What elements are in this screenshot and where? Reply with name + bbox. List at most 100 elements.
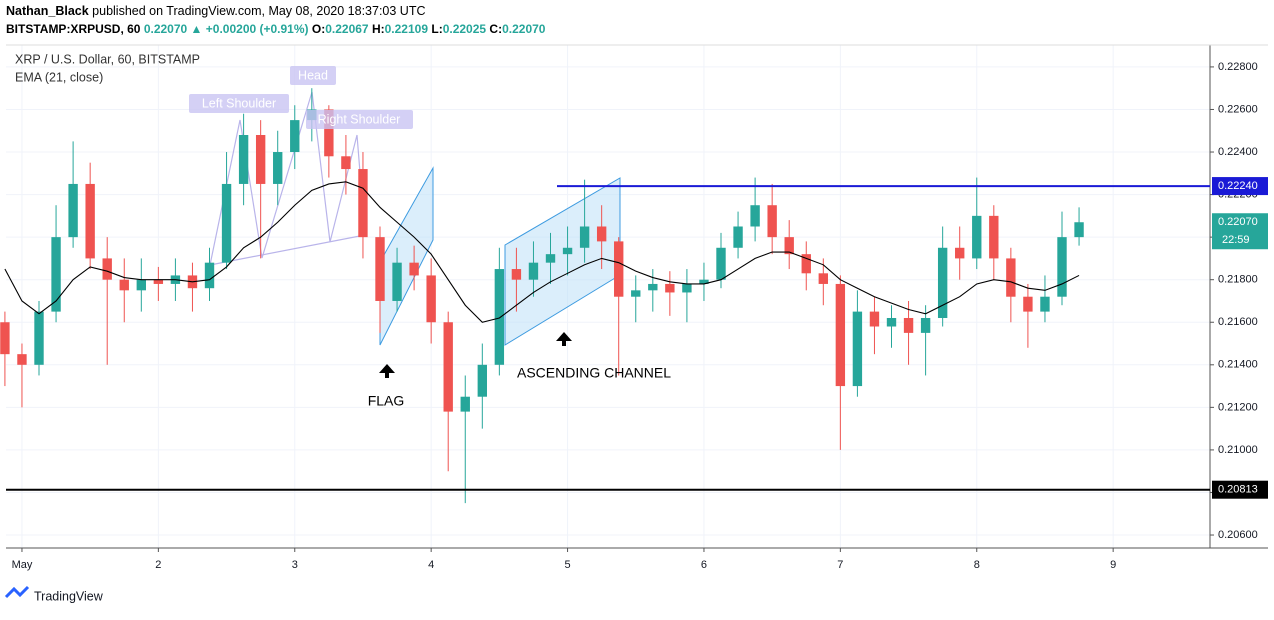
- candle-body: [51, 237, 61, 312]
- change-arrow: ▲: [191, 22, 203, 36]
- published: published on TradingView.com, May 08, 20…: [92, 4, 425, 18]
- price-label: 0.20813: [1218, 484, 1258, 496]
- annotation: Right Shoulder: [318, 112, 401, 126]
- candle-body: [102, 258, 112, 280]
- symbol: BITSTAMP:XRPUSD, 60: [6, 22, 141, 36]
- ema-line: [4, 181, 1080, 323]
- y-tick-label: 0.21200: [1218, 401, 1258, 413]
- candle-body: [801, 254, 811, 274]
- candle-body: [733, 226, 743, 248]
- candle-body: [579, 226, 590, 248]
- candle-body: [17, 354, 27, 365]
- high: 0.22109: [385, 22, 429, 36]
- candle-body: [614, 241, 624, 297]
- x-tick-label: 4: [428, 559, 434, 571]
- x-tick-label: 9: [1110, 559, 1116, 571]
- candle-body: [392, 262, 402, 301]
- candle-body: [443, 322, 453, 412]
- y-tick-label: 0.20600: [1218, 529, 1258, 541]
- candle-body: [1040, 296, 1050, 312]
- x-tick-label: 2: [155, 559, 161, 571]
- candle-body: [409, 262, 419, 276]
- candle-body: [648, 283, 658, 291]
- header-line1: Nathan_Black published on TradingView.co…: [6, 4, 425, 18]
- candle-body: [835, 283, 846, 387]
- price-label: 0.22240: [1218, 180, 1258, 192]
- candle-body: [818, 273, 828, 284]
- candle-body: [1006, 258, 1016, 297]
- candle-body: [341, 156, 351, 170]
- candle-body: [238, 135, 249, 184]
- x-tick-label: May: [12, 559, 33, 571]
- candle-body: [221, 183, 232, 263]
- candle-body: [85, 183, 95, 259]
- neckline: [209, 234, 366, 266]
- candle-body: [989, 215, 999, 259]
- c-label: C:: [489, 22, 502, 36]
- candle-body: [1074, 222, 1084, 238]
- candle-body: [784, 237, 794, 255]
- annotation: Head: [298, 68, 328, 82]
- x-tick-label: 7: [837, 559, 843, 571]
- brand-logo: [4, 585, 30, 599]
- candle-body: [631, 290, 641, 297]
- candle-body: [34, 311, 44, 365]
- candle-body: [596, 226, 607, 242]
- candle-body: [494, 269, 505, 365]
- candle-body: [937, 247, 948, 318]
- close: 0.22070: [502, 22, 546, 36]
- y-tick-label: 0.21600: [1218, 316, 1258, 328]
- candle-body: [119, 279, 129, 291]
- indicator-label: EMA (21, close): [15, 70, 103, 84]
- candle-body: [511, 269, 522, 280]
- candle-body: [886, 317, 897, 327]
- h-label: H:: [372, 22, 385, 36]
- y-tick-label: 0.21800: [1218, 274, 1258, 286]
- candle-body: [0, 322, 10, 355]
- annotation: FLAG: [368, 393, 405, 409]
- channel-shape: [504, 177, 621, 346]
- channel-arrow: [556, 332, 572, 346]
- annotation-box: [306, 110, 413, 129]
- candle-body: [767, 205, 777, 238]
- candle-body: [955, 247, 965, 259]
- candle-body: [750, 205, 760, 227]
- candle-body: [869, 311, 880, 327]
- annotation: ASCENDING CHANNEL: [517, 365, 671, 381]
- x-tick-label: 5: [564, 559, 570, 571]
- y-tick-label: 0.21400: [1218, 359, 1258, 371]
- candle-body: [68, 183, 78, 238]
- open: 0.22067: [325, 22, 369, 36]
- candle-body: [136, 279, 146, 291]
- candle-body: [920, 317, 931, 333]
- candle-body: [562, 247, 573, 255]
- candle-body: [426, 275, 436, 323]
- candle-body: [273, 152, 283, 184]
- publisher: Nathan_Black: [6, 4, 89, 18]
- candle-body: [358, 169, 368, 238]
- candle-body: [324, 109, 334, 157]
- l-label: L:: [431, 22, 442, 36]
- candle-body: [665, 283, 675, 293]
- grid: [6, 45, 1210, 548]
- y-tick-label: 0.21000: [1218, 444, 1258, 456]
- y-tick-label: 0.22800: [1218, 61, 1258, 73]
- candle-body: [545, 254, 556, 263]
- annotation-box: [189, 94, 289, 113]
- price-label-box: [1212, 177, 1268, 196]
- candle-body: [460, 396, 470, 412]
- price-label-box: [1212, 480, 1268, 499]
- candle-body: [903, 317, 914, 333]
- marks: [0, 88, 1084, 504]
- countdown: 22:59: [1222, 234, 1250, 246]
- candle-body: [255, 135, 266, 184]
- candle-body: [1057, 237, 1067, 297]
- candle-body: [972, 215, 982, 259]
- change: +0.00200 (+0.91%): [206, 22, 309, 36]
- x-tick-label: 6: [701, 559, 707, 571]
- candle-body: [1023, 296, 1033, 312]
- candle-body: [375, 237, 385, 301]
- last-price-label: 0.22070: [1218, 216, 1258, 228]
